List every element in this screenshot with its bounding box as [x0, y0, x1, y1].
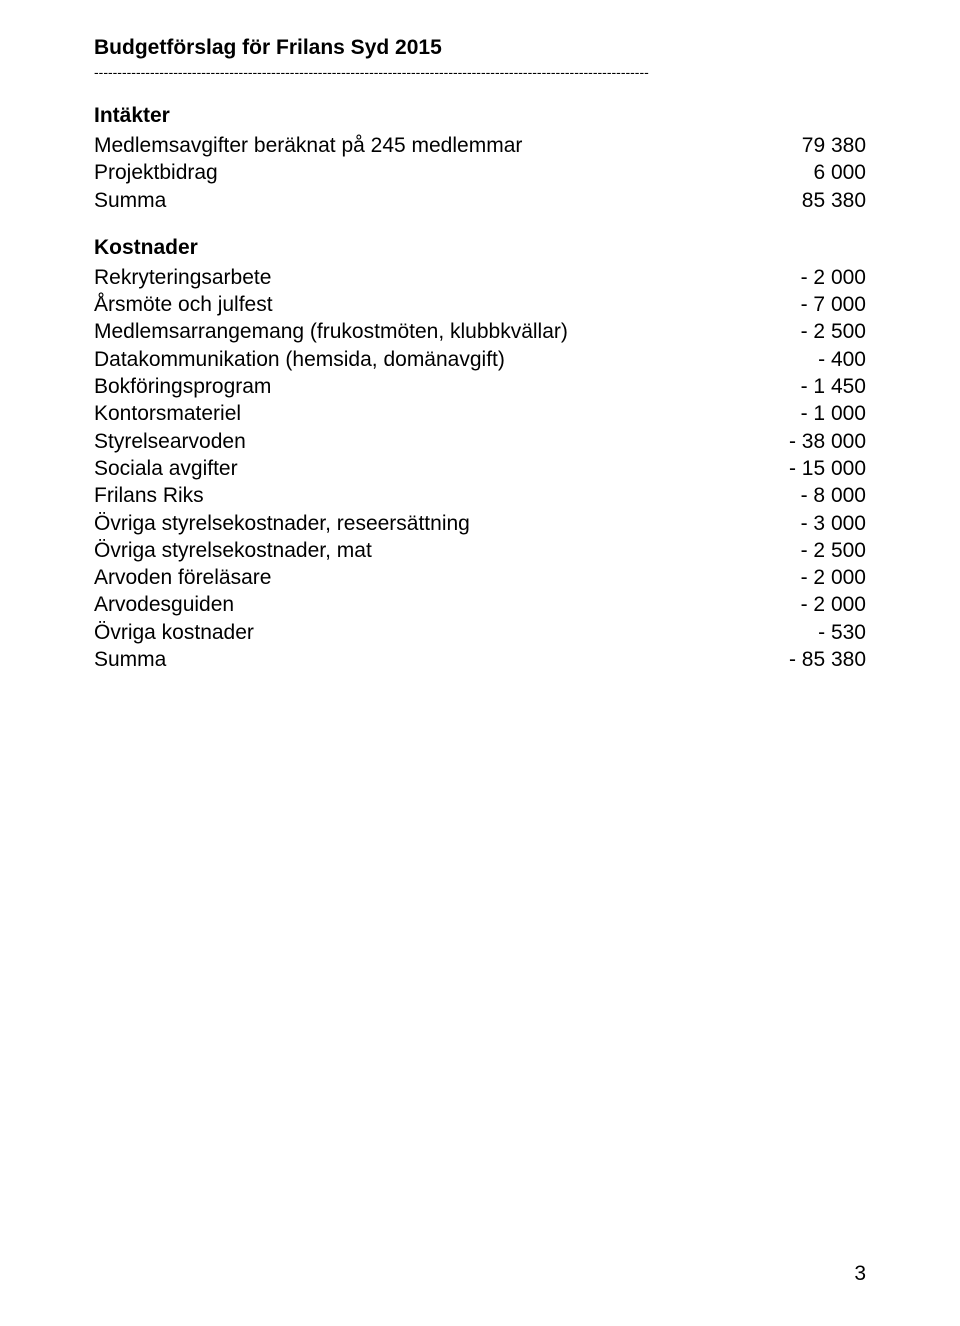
budget-row: Summa 85 380 [94, 187, 866, 214]
budget-row: Övriga styrelsekostnader, mat - 2 500 [94, 537, 866, 564]
row-label: Summa [94, 187, 746, 214]
row-value: - 2 500 [746, 318, 866, 345]
page-number: 3 [854, 1262, 866, 1286]
row-value: - 2 000 [746, 264, 866, 291]
row-label: Styrelsearvoden [94, 428, 746, 455]
row-value: 79 380 [746, 132, 866, 159]
row-label: Arvoden föreläsare [94, 564, 746, 591]
row-value: - 15 000 [746, 455, 866, 482]
section-heading-intakter: Intäkter [94, 104, 866, 128]
row-label: Bokföringsprogram [94, 373, 746, 400]
row-label: Övriga styrelsekostnader, reseersättning [94, 510, 746, 537]
section-heading-kostnader: Kostnader [94, 236, 866, 260]
row-value: - 8 000 [746, 482, 866, 509]
budget-row: Arvodesguiden - 2 000 [94, 591, 866, 618]
row-label: Medlemsarrangemang (frukostmöten, klubbk… [94, 318, 746, 345]
row-value: - 2 000 [746, 564, 866, 591]
row-value: - 38 000 [746, 428, 866, 455]
row-label: Kontorsmateriel [94, 400, 746, 427]
row-value: - 530 [746, 619, 866, 646]
row-value: - 7 000 [746, 291, 866, 318]
row-label: Årsmöte och julfest [94, 291, 746, 318]
row-label: Övriga kostnader [94, 619, 746, 646]
row-label: Arvodesguiden [94, 591, 746, 618]
row-value: - 3 000 [746, 510, 866, 537]
row-value: - 400 [746, 346, 866, 373]
row-value: - 1 450 [746, 373, 866, 400]
row-value: - 1 000 [746, 400, 866, 427]
budget-row: Frilans Riks - 8 000 [94, 482, 866, 509]
row-label: Medlemsavgifter beräknat på 245 medlemma… [94, 132, 746, 159]
row-value: 85 380 [746, 187, 866, 214]
budget-row: Årsmöte och julfest - 7 000 [94, 291, 866, 318]
horizontal-divider: ----------------------------------------… [94, 64, 866, 80]
row-label: Rekryteringsarbete [94, 264, 746, 291]
row-label: Projektbidrag [94, 159, 746, 186]
row-label: Sociala avgifter [94, 455, 746, 482]
budget-row: Styrelsearvoden - 38 000 [94, 428, 866, 455]
budget-row: Medlemsarrangemang (frukostmöten, klubbk… [94, 318, 866, 345]
row-value: - 2 500 [746, 537, 866, 564]
budget-row: Rekryteringsarbete - 2 000 [94, 264, 866, 291]
budget-row: Övriga kostnader - 530 [94, 619, 866, 646]
row-value: 6 000 [746, 159, 866, 186]
document-title: Budgetförslag för Frilans Syd 2015 [94, 36, 866, 60]
budget-row: Övriga styrelsekostnader, reseersättning… [94, 510, 866, 537]
row-value: - 85 380 [746, 646, 866, 673]
budget-row: Projektbidrag 6 000 [94, 159, 866, 186]
row-label: Övriga styrelsekostnader, mat [94, 537, 746, 564]
budget-row: Datakommunikation (hemsida, domänavgift)… [94, 346, 866, 373]
row-label: Summa [94, 646, 746, 673]
budget-row: Summa - 85 380 [94, 646, 866, 673]
budget-row: Arvoden föreläsare - 2 000 [94, 564, 866, 591]
budget-row: Bokföringsprogram - 1 450 [94, 373, 866, 400]
budget-row: Sociala avgifter - 15 000 [94, 455, 866, 482]
budget-row: Medlemsavgifter beräknat på 245 medlemma… [94, 132, 866, 159]
budget-row: Kontorsmateriel - 1 000 [94, 400, 866, 427]
row-label: Datakommunikation (hemsida, domänavgift) [94, 346, 746, 373]
row-label: Frilans Riks [94, 482, 746, 509]
row-value: - 2 000 [746, 591, 866, 618]
